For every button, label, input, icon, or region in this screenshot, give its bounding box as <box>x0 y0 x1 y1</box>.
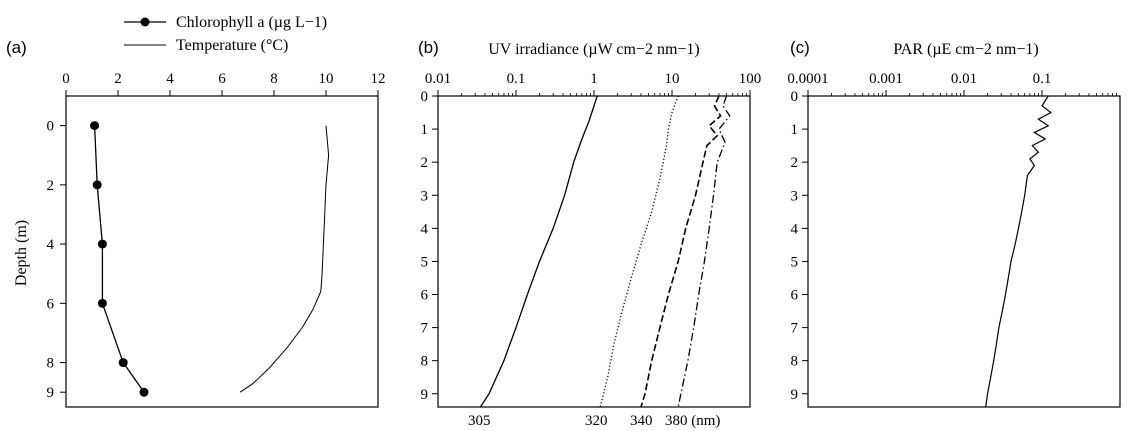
panel-c-x-tick-label: 0.01 <box>951 71 977 87</box>
panel-b-y-tick-label: 0 <box>421 89 429 105</box>
uv-305nm-line <box>479 95 598 408</box>
panel-b-y-tick-label: 8 <box>421 354 429 370</box>
panel-a-x-tick-label: 4 <box>166 71 174 87</box>
panel-c-letter: (c) <box>790 38 810 57</box>
panel-a-x-tick-label: 6 <box>218 71 226 87</box>
panel-b-frame <box>437 95 751 408</box>
panel-c-y-tick-label: 9 <box>791 387 799 403</box>
panel-a-y-tick-label: 9 <box>47 385 55 401</box>
panel-b-x-tick-label: 0.01 <box>425 71 451 87</box>
panel-b-y-tick-label: 9 <box>421 387 429 403</box>
panel-c-x-tick-label: 0.001 <box>869 71 903 87</box>
panel-b-y-tick-label: 7 <box>421 321 429 337</box>
panel-c-y-tick-label: 5 <box>791 254 799 270</box>
panel-a-y-tick-label: 2 <box>47 178 55 194</box>
panel-c-y-tick-label: 0 <box>791 89 799 105</box>
wavelength-label: 380 (nm) <box>665 413 720 429</box>
panel-a-y-tick-label: 6 <box>47 296 55 312</box>
panel-c-y-tick-label: 8 <box>791 354 799 370</box>
panel-b-x-tick-label: 0.1 <box>507 71 526 87</box>
chlorophyll-point <box>118 358 128 368</box>
chlorophyll-point <box>139 387 149 397</box>
panel-a-y-tick-label: 4 <box>47 237 55 253</box>
panel-a-letter: (a) <box>6 38 27 57</box>
panel-b-x-tick-label: 100 <box>739 71 762 87</box>
panel-c-frame <box>807 95 1121 408</box>
panel-a-x-tick-label: 8 <box>270 71 278 87</box>
wavelength-label: 305 <box>468 413 491 429</box>
chlorophyll-point <box>90 121 100 131</box>
panel-c-y-tick-label: 4 <box>791 221 799 237</box>
panel-b-y-tick-label: 6 <box>421 288 429 304</box>
panel-a-y-tick-label: 0 <box>47 119 55 135</box>
panel-c-y-tick-label: 7 <box>791 321 799 337</box>
panel-c-y-tick-label: 3 <box>791 188 799 204</box>
panel-a-y-tick-label: 8 <box>47 356 55 372</box>
panel-b-y-tick-label: 1 <box>421 122 429 138</box>
panel-a-legend: Chlorophyll a (µg L−1) Temperature (°C) <box>124 14 327 54</box>
panel-c-x-tick-label: 0.0001 <box>787 71 828 87</box>
panel-a-x-tick-label: 10 <box>319 71 334 87</box>
panel-c-x-tick-label: 0.1 <box>1033 71 1052 87</box>
panel-b-y-tick-label: 4 <box>421 221 429 237</box>
chlorophyll-point <box>97 298 107 308</box>
panel-c-y-tick-label: 2 <box>791 155 799 171</box>
panel-b-title: UV irradiance (µW cm−2 nm−1) <box>488 41 700 58</box>
panel-a-x-tick-label: 2 <box>114 71 122 87</box>
uv-340nm-line <box>640 95 722 408</box>
uv-380nm-line <box>677 95 731 408</box>
chlorophyll-point <box>92 180 102 190</box>
panel-a-frame <box>65 95 379 408</box>
panel-a-x-tick-label: 12 <box>371 71 386 87</box>
panel-b-x-tick-label: 10 <box>665 71 680 87</box>
legend-chlorophyll-label: Chlorophyll a (µg L−1) <box>176 14 327 31</box>
wavelength-label: 320 <box>585 413 608 429</box>
temperature-line <box>239 125 330 393</box>
chlorophyll-line <box>93 125 145 393</box>
panel-b-y-tick-label: 3 <box>421 188 429 204</box>
par-line <box>985 95 1053 408</box>
legend-chlorophyll-marker <box>140 17 150 27</box>
chlorophyll-point <box>97 239 107 249</box>
panel-a-x-tick-label: 0 <box>62 71 70 87</box>
panel-c-title: PAR (µE cm−2 nm−1) <box>893 41 1038 58</box>
uv-320nm-line <box>599 95 679 408</box>
panel-c-y-tick-label: 6 <box>791 288 799 304</box>
panel-b-y-tick-label: 5 <box>421 254 429 270</box>
panel-b-x-tick-label: 1 <box>590 71 598 87</box>
panel-b-y-tick-label: 2 <box>421 155 429 171</box>
panel-a-ylabel: Depth (m) <box>13 220 30 286</box>
wavelength-label: 340 <box>630 413 653 429</box>
legend-temperature-label: Temperature (°C) <box>176 37 288 54</box>
panel-c-y-tick-label: 1 <box>791 122 799 138</box>
panel-b-letter: (b) <box>418 38 439 57</box>
